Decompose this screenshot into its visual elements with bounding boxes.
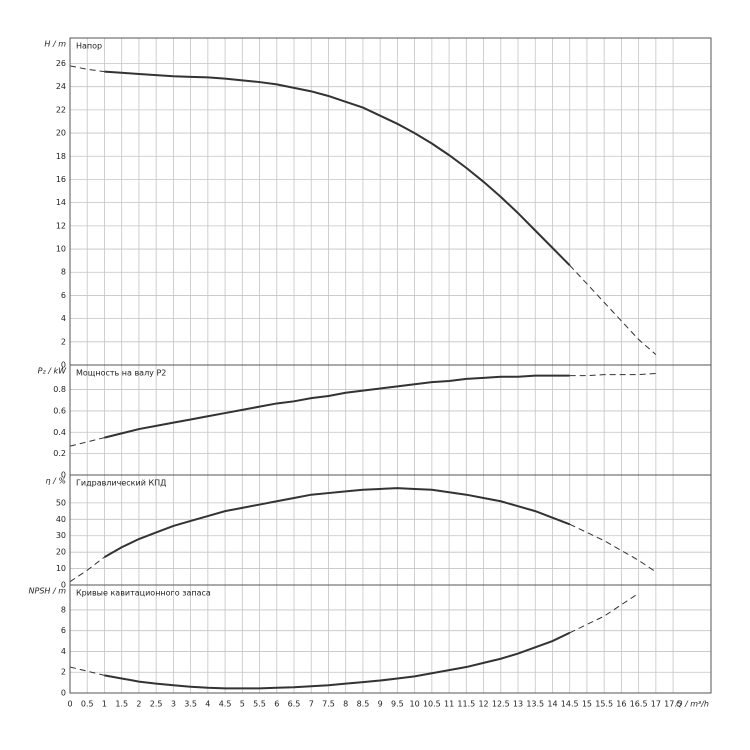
y-axis-label: η / % — [46, 477, 66, 486]
curve-extension — [569, 592, 639, 634]
x-tick-label: 15.5 — [595, 700, 613, 709]
y-tick-label: 4 — [61, 314, 66, 323]
x-tick-label: 0 — [67, 700, 72, 709]
x-tick-label: 5 — [240, 700, 245, 709]
y-tick-label: 6 — [61, 626, 66, 635]
x-tick-label: 6 — [274, 700, 279, 709]
x-tick-label: 10 — [410, 700, 420, 709]
x-tick-label: 17 — [651, 700, 661, 709]
curve-extension — [69, 556, 105, 583]
x-tick-label: 11.5 — [457, 700, 475, 709]
y-tick-label: 0 — [61, 471, 66, 480]
y-tick-label: 0.4 — [53, 428, 66, 437]
x-tick-label: 8.5 — [357, 700, 370, 709]
x-tick-label: 16.5 — [630, 700, 648, 709]
y-tick-label: 20 — [56, 129, 66, 138]
x-tick-label: 15 — [582, 700, 592, 709]
x-tick-label: 3.5 — [184, 700, 197, 709]
y-tick-label: 50 — [56, 498, 66, 507]
x-tick-label: 12.5 — [492, 700, 510, 709]
y-tick-label: 8 — [61, 605, 66, 614]
x-tick-label: 5.5 — [253, 700, 266, 709]
curve — [104, 70, 571, 266]
y-tick-label: 18 — [56, 152, 66, 161]
y-tick-label: 0 — [61, 689, 66, 698]
x-tick-label: 4 — [205, 700, 210, 709]
y-tick-label: 30 — [56, 531, 66, 540]
x-tick-label: 7 — [309, 700, 314, 709]
curve — [103, 487, 571, 558]
y-tick-label: 2 — [61, 668, 66, 677]
curve — [104, 374, 570, 439]
y-tick-label: 40 — [56, 515, 66, 524]
x-tick-label: 9 — [378, 700, 383, 709]
curve-extension — [569, 373, 656, 377]
y-tick-label: 6 — [61, 291, 66, 300]
curve — [104, 631, 571, 690]
x-tick-label: 8 — [343, 700, 348, 709]
x-tick-label: 11 — [444, 700, 454, 709]
x-tick-label: 4.5 — [219, 700, 232, 709]
x-tick-label: 1.5 — [115, 700, 128, 709]
x-tick-label: 13.5 — [526, 700, 544, 709]
x-tick-label: 0.5 — [81, 700, 94, 709]
y-tick-label: 0 — [61, 581, 66, 590]
x-tick-label: 14 — [547, 700, 557, 709]
y-tick-label: 0.2 — [53, 449, 66, 458]
panel-title: Мощность на валу P2 — [76, 369, 166, 378]
x-tick-label: 9.5 — [391, 700, 404, 709]
y-tick-label: 4 — [61, 647, 66, 656]
y-tick-label: 14 — [56, 198, 66, 207]
x-tick-label: 2.5 — [150, 700, 163, 709]
y-tick-label: 24 — [56, 82, 66, 91]
y-tick-label: 16 — [56, 175, 66, 184]
x-tick-label: 10.5 — [423, 700, 441, 709]
x-tick-label: 7.5 — [322, 700, 335, 709]
y-tick-label: 12 — [56, 221, 66, 230]
x-tick-label: 16 — [616, 700, 626, 709]
y-tick-label: 10 — [56, 564, 66, 573]
y-tick-label: 0.6 — [53, 406, 66, 415]
y-axis-label: P₂ / kW — [38, 367, 67, 376]
x-tick-label: 13 — [513, 700, 523, 709]
x-tick-label: 17.5 — [664, 700, 682, 709]
x-tick-label: 14.5 — [561, 700, 579, 709]
panel-title: Напор — [76, 42, 102, 51]
x-tick-label: 1 — [102, 700, 107, 709]
y-tick-label: 8 — [61, 268, 66, 277]
y-tick-label: 2 — [61, 337, 66, 346]
curve-extension — [69, 437, 105, 447]
curve-extension — [569, 523, 657, 573]
y-tick-label: 20 — [56, 548, 66, 557]
x-tick-label: 6.5 — [288, 700, 301, 709]
curve-extension — [69, 65, 105, 73]
y-tick-label: 22 — [56, 105, 66, 114]
y-tick-label: 0.8 — [53, 385, 66, 394]
x-tick-label: 2 — [136, 700, 141, 709]
panel-title: Гидравлический КПД — [76, 479, 166, 488]
y-tick-label: 10 — [56, 245, 66, 254]
x-axis-label: Q / m³/h — [676, 700, 709, 709]
panel-title: Кривые кавитационного запаса — [76, 589, 211, 598]
plot-frame — [69, 37, 712, 694]
x-tick-label: 3 — [171, 700, 176, 709]
y-tick-label: 26 — [56, 59, 66, 68]
y-tick-label: 0 — [61, 361, 66, 370]
x-tick-label: 12 — [478, 700, 488, 709]
curve-extension — [569, 264, 657, 355]
y-axis-label: NPSH / m — [29, 587, 67, 596]
y-axis-label: H / m — [44, 40, 66, 49]
curve-extension — [69, 666, 105, 676]
